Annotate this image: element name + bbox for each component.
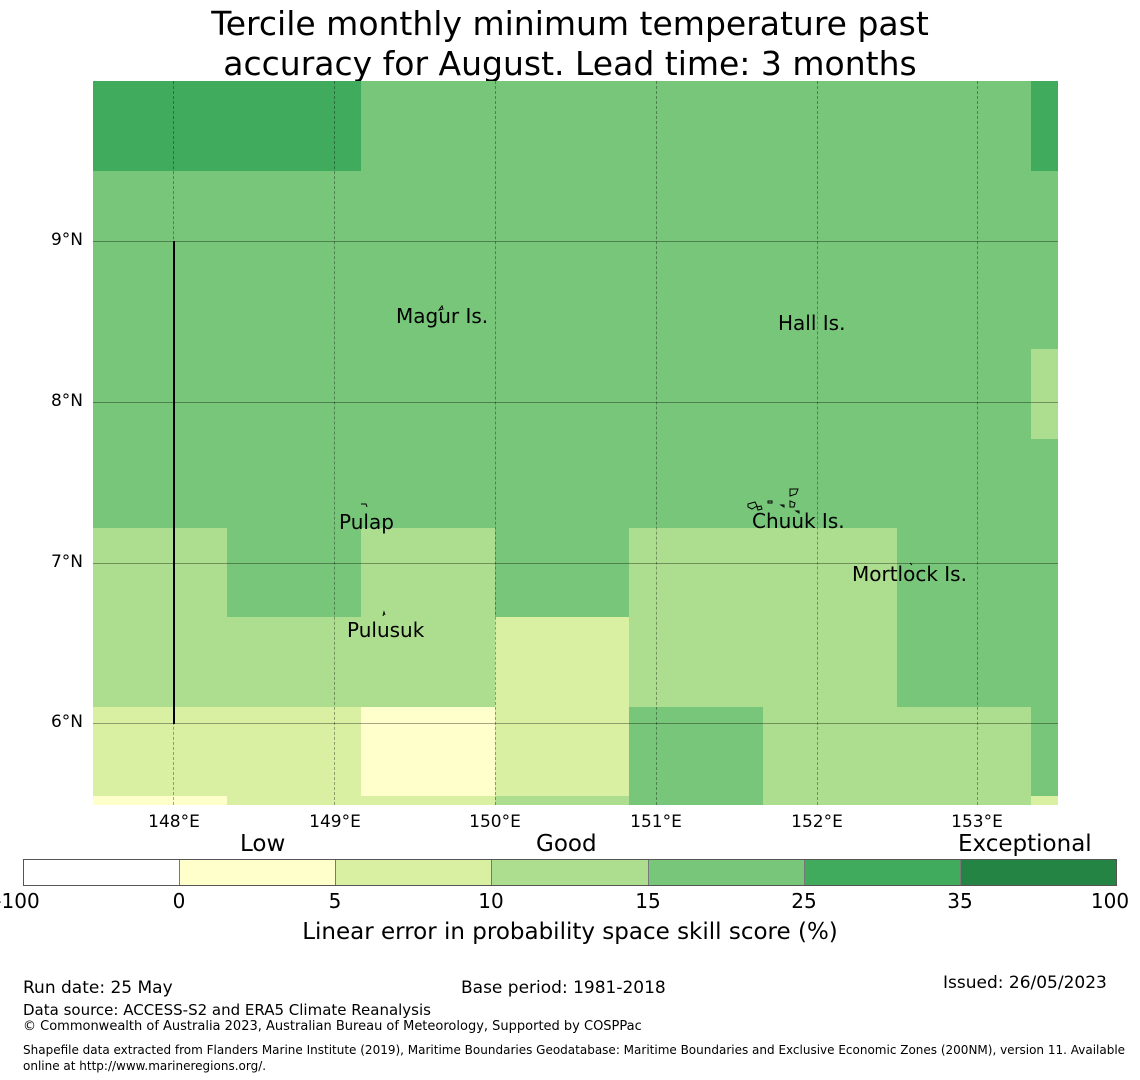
cell-top-left [93, 81, 361, 171]
grid-lon-151 [656, 81, 657, 805]
cell-top-right [1031, 81, 1058, 171]
base-period: Base period: 1981-2018 [461, 978, 666, 998]
cell-bottom-3 [495, 707, 629, 796]
shapefile-credit-line-1: Shapefile data extracted from Flanders M… [23, 1043, 1126, 1057]
grid-lat-8 [93, 402, 1058, 403]
cell-right-patch [1031, 349, 1058, 439]
cell-bottom-3b [495, 796, 629, 805]
cell-lower-mid [361, 528, 495, 707]
issued-date: Issued: 26/05/2023 [943, 973, 1107, 993]
data-source: Data source: ACCESS-S2 and ERA5 Climate … [23, 1001, 431, 1019]
legend-category-low: Low [240, 831, 286, 857]
title-line-2: accuracy for August. Lead time: 3 months [223, 44, 917, 83]
place-pulap: Pulap [339, 510, 394, 534]
colorbar-tick--100: -100 [0, 889, 40, 913]
cell-bottom-4 [629, 707, 763, 805]
cell-lower-left [93, 528, 227, 707]
colorbar-seg-35-100 [960, 860, 1116, 885]
lon-label-153: 153°E [951, 812, 1003, 832]
grid-lat-9 [93, 241, 1058, 242]
grid-lon-152 [817, 81, 818, 805]
cell-lower-right [629, 528, 897, 707]
colorbar-tick-0: 0 [172, 889, 186, 913]
colorbar-seg-0-5 [180, 860, 337, 885]
lat-label-7: 7°N [50, 552, 83, 572]
colorbar [23, 859, 1117, 886]
colorbar-tick-10: 10 [478, 889, 504, 913]
lon-label-151: 151°E [630, 812, 682, 832]
copyright: © Commonwealth of Australia 2023, Austra… [23, 1019, 642, 1034]
lon-label-149: 149°E [309, 812, 361, 832]
lat-label-9: 9°N [50, 230, 83, 250]
colorbar-seg-5-10 [336, 860, 493, 885]
colorbar-title: Linear error in probability space skill … [302, 919, 838, 945]
cell-bottom-left-strip [93, 796, 227, 805]
colorbar-seg-25-35 [804, 860, 961, 885]
mortlock-island [909, 562, 913, 566]
cell-bottom-1 [93, 707, 361, 805]
place-mortlock: Mortlock Is. [852, 562, 967, 586]
colorbar-seg-neg [24, 860, 181, 885]
place-pulusuk: Pulusuk [347, 618, 425, 642]
place-magur: Magur Is. [396, 304, 489, 328]
lon-label-152: 152°E [791, 812, 843, 832]
lat-label-8: 8°N [50, 391, 83, 411]
colorbar-tick-15: 15 [635, 889, 661, 913]
cell-bottom-2b [361, 796, 495, 805]
cell-bottom-2 [361, 707, 495, 796]
boundary-line [173, 241, 175, 724]
grid-lat-6 [93, 723, 1058, 724]
title-line-1: Tercile monthly minimum temperature past [211, 4, 929, 43]
legend-category-good: Good [536, 831, 597, 857]
colorbar-tick-35: 35 [947, 889, 973, 913]
place-hall: Hall Is. [778, 311, 846, 335]
lon-label-150: 150°E [469, 812, 521, 832]
pulusuk-island [382, 610, 386, 617]
cell-lower-mid-2 [495, 617, 629, 707]
cell-lower-left-2 [227, 617, 361, 707]
grid-lon-153 [977, 81, 978, 805]
cell-bottom-6 [1031, 796, 1058, 805]
magur-island [437, 304, 444, 311]
run-date: Run date: 25 May [23, 978, 173, 998]
legend-category-exceptional: Exceptional [958, 831, 1092, 857]
grid-lat-7 [93, 563, 1058, 564]
grid-lon-150 [495, 81, 496, 805]
lon-label-148: 148°E [148, 812, 200, 832]
colorbar-tick-100: 100 [1090, 889, 1130, 913]
pulap-island [361, 503, 368, 508]
colorbar-tick-5: 5 [328, 889, 342, 913]
map-title: Tercile monthly minimum temperature past… [0, 4, 1140, 84]
island-outlines [361, 304, 913, 617]
colorbar-seg-10-15 [492, 860, 649, 885]
place-chuuk: Chuuk Is. [752, 509, 845, 533]
lat-label-6: 6°N [50, 712, 83, 732]
colorbar-seg-15-25 [648, 860, 805, 885]
colorbar-tick-25: 25 [791, 889, 817, 913]
shapefile-credit-line-2: online at http://www.marineregions.org/. [23, 1059, 267, 1073]
grid-lon-149 [334, 81, 335, 805]
skill-map: Magur Is. Hall Is. Pulap Chuuk Is. Mortl… [93, 81, 1058, 805]
cell-bottom-5 [763, 707, 1031, 805]
chuuk-islands [747, 488, 800, 514]
